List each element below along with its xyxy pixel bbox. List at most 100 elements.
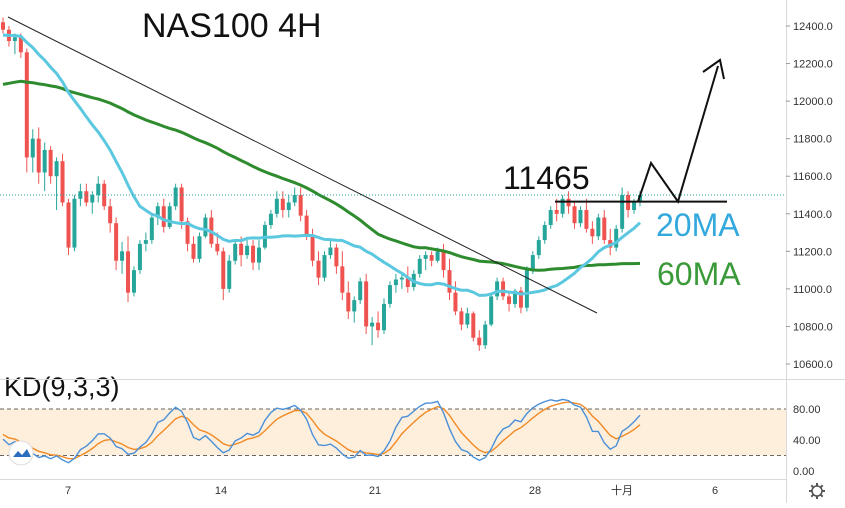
candle [578,206,583,227]
candle-body [233,243,238,261]
candle [602,210,607,244]
candle [483,320,488,349]
candle [179,183,184,229]
candle-body [334,247,339,267]
candle [489,292,494,327]
candle [590,221,595,244]
candle [328,240,333,259]
candle-body [72,198,77,248]
price-tick-label: 10600.0 [793,359,833,371]
candle-body [78,191,83,199]
candle [120,241,125,274]
candle-body [507,296,512,304]
candle-body [376,322,381,331]
candle-body [399,277,404,280]
candle-body [137,243,142,271]
candle-body [554,210,559,214]
candle [84,183,89,207]
candle-body [149,217,154,241]
candle [596,213,601,241]
candle-body [131,270,136,293]
candle-body [185,221,190,244]
candle-body [215,243,220,252]
candle [221,247,226,301]
candle [268,210,273,229]
candle [370,317,375,346]
candle [149,213,154,244]
candle [143,232,148,252]
ma20-label: 20MA [656,207,740,243]
candle [471,311,476,342]
candle [465,307,470,329]
candle-body [387,285,392,304]
candle [334,243,339,274]
candle-body [382,303,387,331]
candle-body [126,251,131,293]
candle-body [560,198,565,214]
candle-body [477,337,482,346]
candle [155,202,160,226]
candle [292,187,297,207]
candle [262,221,267,250]
candle-body [316,260,321,278]
candle [251,240,256,271]
candle-body [24,52,29,158]
candle [536,236,541,259]
candle-body [358,281,363,301]
candle [572,202,577,229]
candle [66,198,71,256]
candle-body [423,255,428,259]
time-tick-label: 6 [712,485,718,497]
candle-body [143,240,148,244]
candle-body [280,198,285,211]
candle-body [512,290,517,304]
candle-body [614,228,619,248]
candle-body [167,206,172,227]
candle [376,311,381,338]
kd-d-line [2,401,641,460]
price-tick-label: 12400.0 [793,21,833,33]
candle [417,255,422,278]
price-tick-label: 11000.0 [793,284,832,296]
candle-body [274,198,279,214]
price-pane [0,16,786,351]
candle-body [239,243,244,256]
candle-body [596,217,601,237]
candle [524,266,529,312]
candle [429,251,434,267]
candle-body [441,251,446,271]
logo-mark [13,449,31,457]
candle [423,251,428,271]
candle-body [346,292,351,312]
candle-body [328,247,333,256]
candle-body [483,324,488,346]
ma20-line [2,33,642,297]
candle-body [620,195,625,229]
candle-body [530,255,535,271]
candle-body [304,215,309,235]
price-tick-label: 12200.0 [793,59,833,71]
time-tick-label: 14 [215,485,227,497]
candle [203,213,208,239]
candle-body [173,187,178,207]
candle-body [548,210,553,226]
price-tick-label: 11800.0 [793,134,832,146]
candle [542,221,547,244]
candle-body [245,245,250,256]
candle-body [370,322,375,327]
candle-body [298,195,303,216]
candle-body [518,290,523,308]
candle-body [405,277,410,288]
candle-body [417,258,422,274]
projection-arrow [637,65,719,204]
kd-pane [0,398,786,466]
candle-body [584,210,589,229]
candle [90,191,95,214]
gear-icon[interactable] [809,483,825,499]
candle-body [221,251,226,289]
candle-body [286,202,291,211]
ma60-label: 60MA [657,256,741,292]
candle-body [447,270,452,293]
candle [298,187,303,222]
candle [358,277,363,304]
